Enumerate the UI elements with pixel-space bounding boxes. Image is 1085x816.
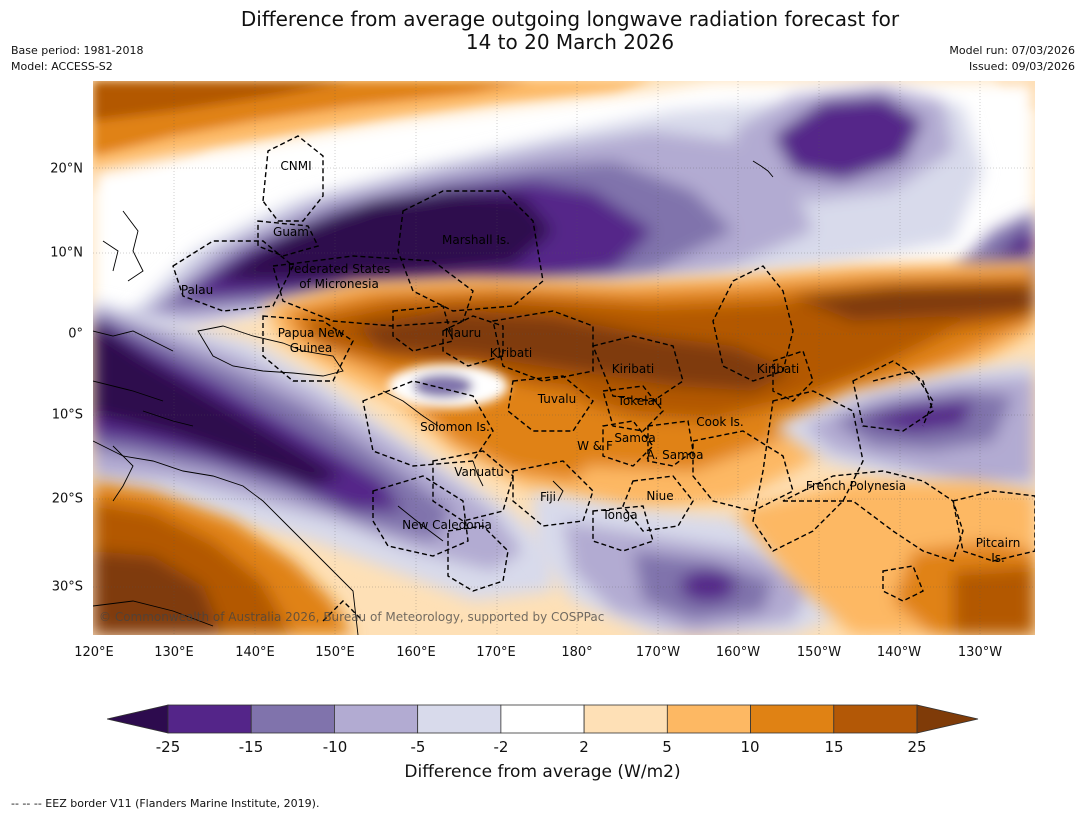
label-french-polynesia: French Polynesia [806, 479, 906, 493]
label-fiji: Fiji [540, 490, 556, 504]
label-tuvalu: Tuvalu [537, 392, 577, 406]
label-png-1: Papua New [278, 326, 345, 340]
colorbar-label: -10 [322, 738, 348, 756]
x-tick-label: 170°E [476, 645, 516, 660]
solomon-neutral [388, 364, 508, 408]
label-solomon: Solomon Is. [420, 420, 490, 434]
meta-left: Base period: 1981-2018 Model: ACCESS-S2 [11, 43, 143, 75]
label-png-2: Guinea [290, 341, 333, 355]
x-tick-label: 160°W [715, 645, 761, 660]
south-negative-band [93, 301, 553, 601]
base-period-text: Base period: 1981-2018 [11, 44, 144, 57]
anomaly-map-svg: © Commonwealth of Australia 2026, Bureau… [93, 81, 1035, 635]
label-wallis-futuna: W & F [577, 439, 613, 453]
y-tick-label: 10°S [51, 407, 83, 423]
meta-right: Model run: 07/03/2026 Issued: 09/03/2026 [949, 43, 1075, 75]
label-guam: Guam [273, 225, 309, 239]
south-west-positive [93, 481, 353, 635]
region-labels: CNMI Guam Marshall Is. Federated States … [181, 159, 1020, 565]
colorbar-label: 5 [662, 738, 672, 756]
colorbar-label: -5 [410, 738, 426, 756]
y-tick-label: 30°S [51, 579, 83, 595]
map-title: Difference from average outgoing longwav… [0, 8, 1085, 54]
eez-borders [172, 135, 1035, 622]
x-tick-label: 130°E [154, 645, 194, 660]
label-samoa: Samoa [614, 431, 655, 445]
coastlines [93, 160, 774, 635]
colorbar-bin [167, 704, 252, 734]
colorbar [107, 704, 979, 734]
colorbar-bin [334, 704, 419, 734]
label-cnmi: CNMI [280, 159, 311, 173]
model-run-text: Model run: 07/03/2026 [949, 44, 1075, 57]
label-kiribati-central: Kiribati [612, 362, 654, 376]
y-tick-label: 10°N [50, 245, 83, 261]
north-negative-band [113, 86, 1035, 331]
x-tick-label: 160°E [396, 645, 436, 660]
colorbar-bins [167, 704, 918, 734]
graticule [93, 81, 1035, 635]
label-palau: Palau [181, 283, 213, 297]
title-line-1: Difference from average outgoing longwav… [240, 7, 900, 31]
x-tick-label: 130°W [957, 645, 1003, 660]
x-tick-label: 150°E [315, 645, 355, 660]
label-pitcairn-2: Is. [991, 551, 1005, 565]
y-tick-label: 0° [68, 326, 83, 342]
label-kiribati-west: Kiribati [490, 346, 532, 360]
colorbar-label: 15 [824, 738, 844, 756]
colorbar-label: -2 [493, 738, 509, 756]
model-text: Model: ACCESS-S2 [11, 60, 113, 73]
y-tick-label: 20°S [51, 491, 83, 507]
label-american-samoa: A. Samoa [647, 448, 704, 462]
colorbar-bin [417, 704, 502, 734]
title-line-2: 14 to 20 March 2026 [465, 30, 675, 54]
label-kiribati-east: Kiribati [757, 362, 799, 376]
colorbar-bin [500, 704, 585, 734]
colorbar-title: Difference from average (W/m2) [404, 762, 681, 782]
colorbar-bin [833, 704, 918, 734]
label-new-caledonia: New Caledonia [402, 518, 492, 532]
label-tokelau: Tokelau [617, 394, 663, 408]
label-marshall: Marshall Is. [442, 233, 510, 247]
x-tick-label: 150°W [796, 645, 842, 660]
label-pitcairn-1: Pitcairn [976, 536, 1021, 550]
label-fsm-1: Federated States [288, 262, 390, 276]
colorbar-label: 2 [579, 738, 589, 756]
colorbar-bin [666, 704, 751, 734]
anomaly-map: © Commonwealth of Australia 2026, Bureau… [93, 81, 1035, 635]
colorbar-label: 25 [907, 738, 927, 756]
colorbar-under-triangle [107, 704, 169, 734]
colorbar-label: -15 [238, 738, 264, 756]
colorbar-over-triangle [916, 704, 979, 734]
colorbar-bin [250, 704, 335, 734]
x-tick-label: 180° [561, 645, 593, 660]
copyright-text: © Commonwealth of Australia 2026, Bureau… [99, 610, 604, 624]
label-fsm-2: of Micronesia [299, 277, 379, 291]
label-vanuatu: Vanuatu [454, 465, 504, 479]
label-niue: Niue [646, 489, 673, 503]
x-tick-label: 170°W [635, 645, 681, 660]
label-nauru: Nauru [445, 326, 481, 340]
issued-text: Issued: 09/03/2026 [968, 60, 1075, 73]
colorbar-bin [750, 704, 835, 734]
eez-footnote: -- -- -- EEZ border V11 (Flanders Marine… [11, 797, 320, 810]
colorbar-bin [583, 704, 668, 734]
colorbar-label: -25 [155, 738, 181, 756]
colorbar-label: 10 [740, 738, 760, 756]
south-east-positive [733, 481, 1035, 635]
x-tick-label: 140°E [235, 645, 275, 660]
label-tonga: Tonga [601, 508, 637, 522]
x-tick-label: 120°E [74, 645, 114, 660]
y-tick-label: 20°N [50, 161, 83, 177]
label-cook: Cook Is. [696, 415, 743, 429]
x-tick-label: 140°W [876, 645, 922, 660]
